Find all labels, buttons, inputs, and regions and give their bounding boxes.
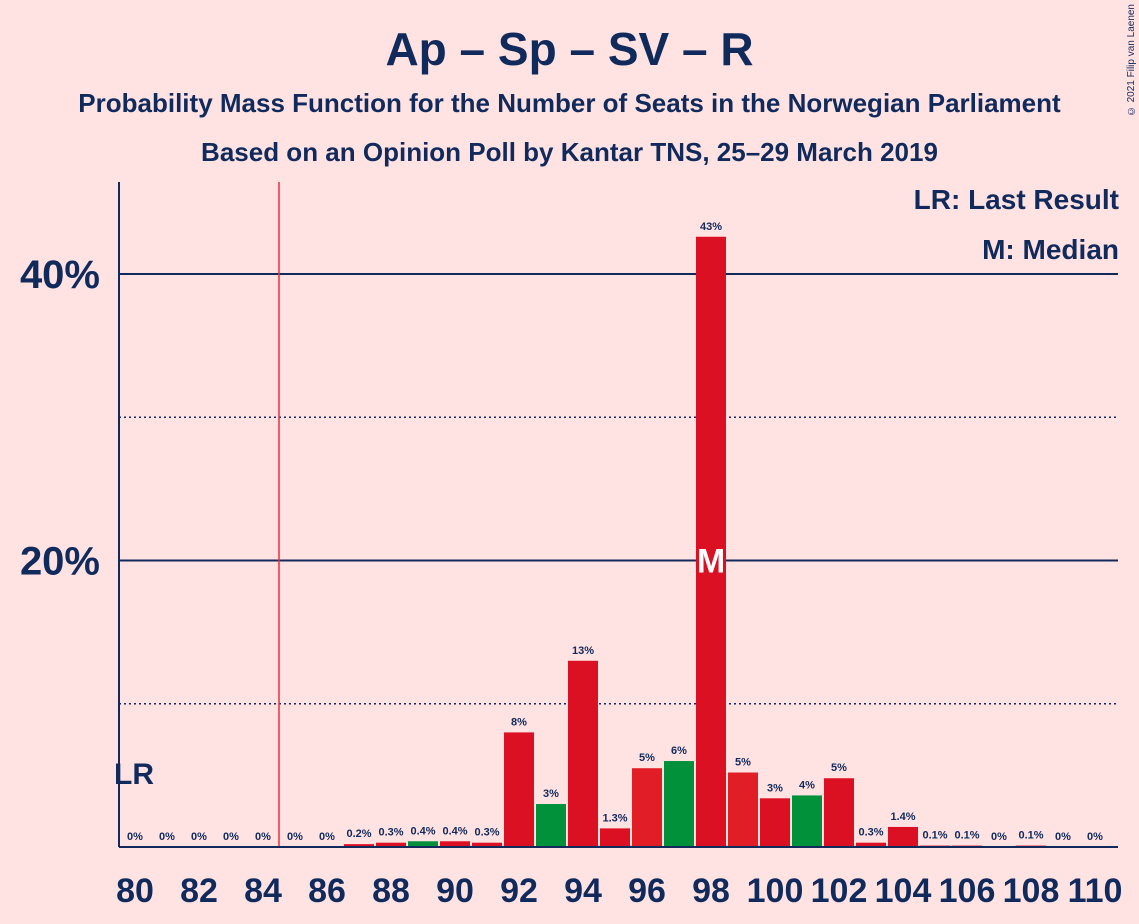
bar-99 (728, 772, 758, 847)
x-tick-label: 82 (180, 872, 218, 910)
x-tick-label: 94 (564, 872, 602, 910)
y-tick-label: 40% (20, 253, 100, 297)
bar-89 (408, 841, 438, 847)
data-label-103: 0.3% (858, 827, 883, 839)
bar-101 (792, 795, 822, 847)
data-label-93: 3% (543, 788, 559, 800)
data-label-104: 1.4% (890, 811, 915, 823)
data-label-108: 0.1% (1018, 830, 1043, 842)
bar-90 (440, 841, 470, 847)
chart-title: Ap – Sp – SV – R (385, 23, 754, 75)
data-label-82: 0% (191, 831, 207, 843)
data-label-95: 1.3% (602, 812, 627, 824)
x-tick-label: 106 (939, 872, 996, 910)
data-label-96: 5% (639, 752, 655, 764)
data-label-102: 5% (831, 762, 847, 774)
bar-91 (472, 842, 502, 847)
x-tick-label: 84 (244, 872, 282, 910)
data-label-88: 0.3% (378, 827, 403, 839)
bar-98 (696, 236, 726, 847)
bar-94 (568, 660, 598, 847)
x-tick-label: 104 (875, 872, 932, 910)
bar-88 (376, 842, 406, 847)
data-label-99: 5% (735, 757, 751, 769)
x-tick-label: 102 (811, 872, 868, 910)
bar-100 (760, 798, 790, 847)
x-tick-label: 98 (692, 872, 730, 910)
median-marker: M (697, 543, 725, 581)
data-label-94: 13% (572, 645, 594, 657)
bar-87 (344, 844, 374, 847)
data-label-83: 0% (223, 831, 239, 843)
data-label-84: 0% (255, 831, 271, 843)
data-label-81: 0% (159, 831, 175, 843)
y-tick-label: 20% (20, 540, 100, 584)
bar-97 (664, 761, 694, 847)
legend-last-result: LR: Last Result (913, 184, 1119, 215)
x-tick-label: 100 (747, 872, 804, 910)
legend-median: M: Median (982, 234, 1119, 265)
data-label-98: 43% (700, 221, 722, 233)
data-label-85: 0% (287, 831, 303, 843)
chart-subtitle-1: Probability Mass Function for the Number… (78, 88, 1061, 118)
x-tick-label: 96 (628, 872, 666, 910)
bar-102 (824, 778, 854, 847)
data-label-86: 0% (319, 831, 335, 843)
data-label-97: 6% (671, 745, 687, 757)
x-tick-label: 110 (1068, 872, 1123, 910)
x-tick-label: 108 (1003, 872, 1060, 910)
data-label-109: 0% (1055, 831, 1071, 843)
data-label-90: 0.4% (442, 825, 467, 837)
data-label-101: 4% (799, 779, 815, 791)
data-label-106: 0.1% (954, 830, 979, 842)
chart-subtitle-2: Based on an Opinion Poll by Kantar TNS, … (201, 137, 938, 167)
data-label-105: 0.1% (922, 830, 947, 842)
x-tick-label: 86 (308, 872, 346, 910)
data-label-80: 0% (127, 831, 143, 843)
data-label-89: 0.4% (410, 825, 435, 837)
bar-96 (632, 768, 662, 847)
bar-95 (600, 828, 630, 847)
bar-93 (536, 804, 566, 847)
bar-92 (504, 732, 534, 847)
x-tick-label: 92 (500, 872, 538, 910)
data-label-100: 3% (767, 782, 783, 794)
x-tick-label: 80 (116, 872, 154, 910)
last-result-marker: LR (114, 758, 154, 791)
bar-103 (856, 842, 886, 847)
data-label-107: 0% (991, 831, 1007, 843)
x-tick-label: 90 (436, 872, 474, 910)
data-label-91: 0.3% (474, 827, 499, 839)
x-tick-label: 88 (372, 872, 410, 910)
data-label-110: 0% (1087, 831, 1103, 843)
data-label-92: 8% (511, 716, 527, 728)
bar-104 (888, 826, 918, 847)
data-label-87: 0.2% (346, 828, 371, 840)
